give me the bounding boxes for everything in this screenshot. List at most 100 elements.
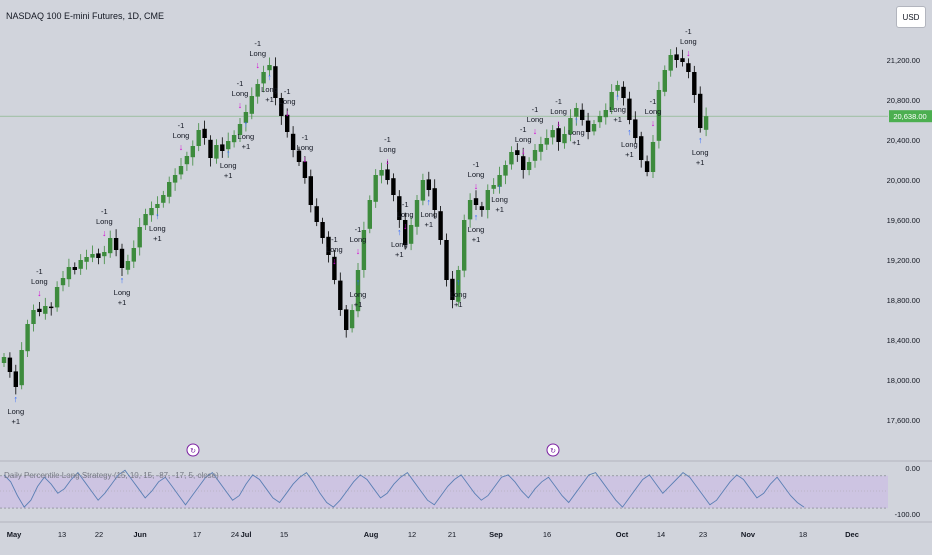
exit-arrow: ↓ xyxy=(474,181,479,191)
signals: ↑Long+1↑Long+1↑Long+1↑Long+1↑Long+1↑Long… xyxy=(7,27,709,457)
candle xyxy=(621,86,626,98)
signal-label: -1 xyxy=(331,235,338,244)
candle xyxy=(562,134,567,144)
indicator-label: Daily Percentile Long Strategy (15, 10, … xyxy=(4,471,219,480)
candle xyxy=(656,90,662,141)
signal-label: +1 xyxy=(613,115,622,124)
signal-label: -1 xyxy=(384,135,391,144)
event-marker-icon xyxy=(546,443,560,457)
candle xyxy=(137,227,142,248)
candle xyxy=(119,248,125,268)
signal-label: -1 xyxy=(685,27,692,36)
candle xyxy=(633,119,638,138)
signal-label: Long xyxy=(149,224,166,233)
exit-arrow: ↓ xyxy=(255,60,260,70)
candle xyxy=(143,214,148,226)
signal-label: +1 xyxy=(696,158,705,167)
candle xyxy=(668,55,673,71)
signal-label: Long xyxy=(297,143,314,152)
candle xyxy=(196,130,201,146)
x-tick-label: 22 xyxy=(95,530,103,539)
candle xyxy=(314,206,319,222)
candle xyxy=(31,310,36,324)
signal-label: +1 xyxy=(153,234,162,243)
x-tick-label: 24 xyxy=(231,530,239,539)
signal-label: -1 xyxy=(402,200,409,209)
price-tick-label: 20,000.00 xyxy=(887,176,920,185)
candle xyxy=(131,248,136,262)
signal-label: Long xyxy=(621,140,638,149)
signal-label: Long xyxy=(326,245,343,254)
candle xyxy=(220,144,225,151)
signal-label: +1 xyxy=(572,138,581,147)
long-entry-arrow: ↑ xyxy=(356,277,361,287)
signal-label: Long xyxy=(350,290,367,299)
candle xyxy=(320,222,325,238)
candle xyxy=(497,175,502,187)
candle xyxy=(96,253,101,258)
candle xyxy=(49,306,54,309)
signal-label: Long xyxy=(450,290,467,299)
candle xyxy=(698,93,703,128)
long-entry-arrow: ↑ xyxy=(14,394,19,404)
price-tick-label: 19,600.00 xyxy=(887,216,920,225)
candle xyxy=(550,130,555,138)
signal-label: -1 xyxy=(355,225,362,234)
candle xyxy=(296,150,302,162)
candle xyxy=(184,156,190,165)
candle xyxy=(66,267,72,280)
exit-arrow: ↓ xyxy=(303,154,308,164)
candle xyxy=(108,238,113,254)
long-entry-arrow: ↑ xyxy=(226,148,231,158)
signal-label: Long xyxy=(96,217,113,226)
signal-label: Long xyxy=(220,161,237,170)
signal-label: Long xyxy=(114,288,131,297)
x-tick-label: 21 xyxy=(448,530,456,539)
candle xyxy=(285,114,290,132)
signal-label: -1 xyxy=(302,133,309,142)
x-tick-label: 14 xyxy=(657,530,665,539)
signal-label: Long xyxy=(238,132,255,141)
signal-label: Long xyxy=(397,210,414,219)
exit-arrow: ↓ xyxy=(332,256,337,266)
x-tick-label: Dec xyxy=(845,530,859,539)
signal-label: Long xyxy=(491,195,508,204)
event-marker-glyph: ↻ xyxy=(190,448,196,455)
exit-arrow: ↓ xyxy=(102,228,107,238)
event-marker-glyph: ↻ xyxy=(550,448,556,455)
x-tick-label: 17 xyxy=(193,530,201,539)
osc-line xyxy=(3,469,805,508)
candle xyxy=(639,136,644,160)
signal-label: -1 xyxy=(101,207,108,216)
signal-label: Long xyxy=(173,131,190,140)
candle xyxy=(580,109,585,120)
candle xyxy=(25,324,30,352)
candle xyxy=(526,162,532,170)
signal-label: Long xyxy=(31,277,48,286)
chart-title: NASDAQ 100 E-mini Futures, 1D, CME xyxy=(6,11,165,21)
x-tick-label: 15 xyxy=(280,530,288,539)
candle xyxy=(214,145,219,159)
candle xyxy=(509,152,514,165)
exit-arrow: ↓ xyxy=(356,246,361,256)
long-entry-arrow: ↑ xyxy=(497,182,502,192)
currency-button[interactable]: USD xyxy=(896,6,926,28)
candle xyxy=(644,161,650,172)
candle xyxy=(420,180,426,201)
candle xyxy=(544,138,549,145)
signal-label: +1 xyxy=(118,298,127,307)
candle xyxy=(438,211,443,240)
signal-label: Long xyxy=(391,240,408,249)
candle xyxy=(7,357,13,372)
x-tick-label: 12 xyxy=(408,530,416,539)
long-entry-arrow: ↑ xyxy=(456,277,461,287)
long-entry-arrow: ↑ xyxy=(574,115,579,125)
exit-arrow: ↓ xyxy=(238,100,243,110)
signal-label: Long xyxy=(468,170,485,179)
candle xyxy=(491,185,496,189)
long-entry-arrow: ↑ xyxy=(397,227,402,237)
candle xyxy=(680,58,685,62)
signal-label: Long xyxy=(568,128,585,137)
signal-label: -1 xyxy=(532,105,539,114)
